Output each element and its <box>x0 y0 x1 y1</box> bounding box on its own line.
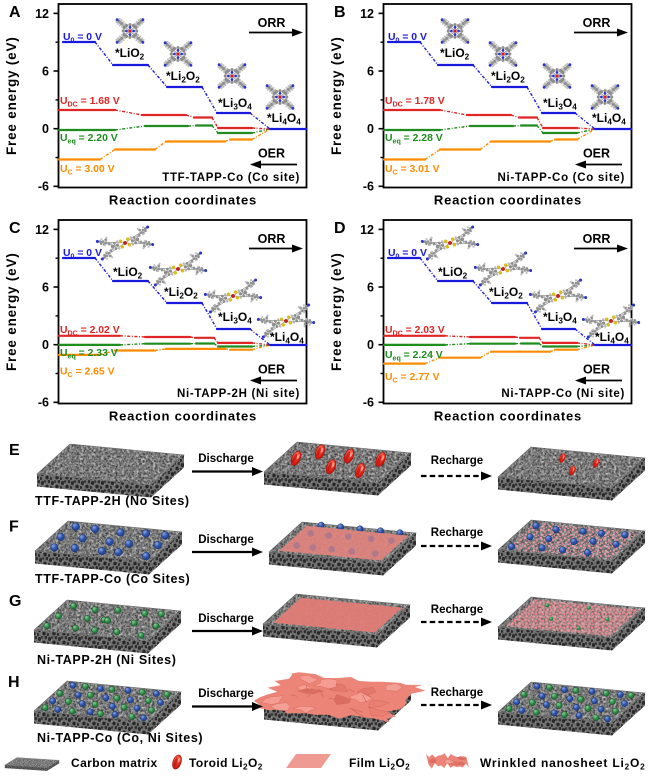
svg-text:Ni-TAPP-2H (Ni site): Ni-TAPP-2H (Ni site) <box>177 388 300 400</box>
svg-text:TTF-TAPP-2H (No Sites): TTF-TAPP-2H (No Sites) <box>35 494 190 508</box>
svg-text:-6: -6 <box>38 396 49 410</box>
svg-text:-6: -6 <box>363 180 374 194</box>
svg-text:Recharge: Recharge <box>431 687 483 699</box>
svg-text:Reaction coordinates: Reaction coordinates <box>109 409 257 424</box>
svg-text:12: 12 <box>35 223 49 237</box>
svg-text:OER: OER <box>583 147 610 161</box>
svg-text:Discharge: Discharge <box>198 613 254 625</box>
svg-text:Reaction coordinates: Reaction coordinates <box>109 193 257 208</box>
svg-text:B: B <box>334 4 346 21</box>
svg-text:TTF-TAPP-Co (Co site): TTF-TAPP-Co (Co site) <box>162 172 300 184</box>
svg-text:0: 0 <box>367 122 374 136</box>
svg-text:C: C <box>9 220 21 237</box>
svg-text:0: 0 <box>367 338 374 352</box>
svg-text:Free energy (eV): Free energy (eV) <box>4 252 19 371</box>
svg-text:Ni-TAPP-Co (Ni site): Ni-TAPP-Co (Ni site) <box>501 388 625 400</box>
svg-text:ORR: ORR <box>583 232 611 246</box>
svg-text:Discharge: Discharge <box>198 534 254 546</box>
svg-text:Toroid Li2​O2​: Toroid Li2​O2​ <box>189 756 263 772</box>
svg-text:Recharge: Recharge <box>431 455 483 467</box>
svg-text:6: 6 <box>42 64 49 78</box>
svg-text:A: A <box>9 4 21 21</box>
svg-text:ORR: ORR <box>258 16 286 30</box>
svg-text:0: 0 <box>42 122 49 136</box>
svg-text:U0​ = 0 V: U0​ = 0 V <box>63 248 102 260</box>
svg-text:-6: -6 <box>363 396 374 410</box>
svg-text:D: D <box>334 220 346 237</box>
svg-text:ORR: ORR <box>583 16 611 30</box>
svg-text:Recharge: Recharge <box>431 527 483 539</box>
svg-text:12: 12 <box>35 7 49 21</box>
svg-text:Carbon matrix: Carbon matrix <box>71 756 158 770</box>
svg-text:Ni-TAPP-Co (Co site): Ni-TAPP-Co (Co site) <box>497 172 625 184</box>
svg-text:E: E <box>9 442 20 459</box>
svg-text:Free energy (eV): Free energy (eV) <box>4 36 19 155</box>
svg-text:Discharge: Discharge <box>198 453 254 465</box>
svg-text:Free energy (eV): Free energy (eV) <box>329 36 344 155</box>
svg-text:6: 6 <box>367 280 374 294</box>
svg-text:F: F <box>9 519 19 536</box>
svg-text:OER: OER <box>258 147 285 161</box>
svg-text:Discharge: Discharge <box>198 688 254 700</box>
svg-text:Recharge: Recharge <box>431 604 483 616</box>
svg-text:TTF-TAPP-Co (Co Sites): TTF-TAPP-Co (Co Sites) <box>35 572 190 586</box>
svg-text:OER: OER <box>583 363 610 377</box>
svg-text:Ni-TAPP-2H (Ni Sites): Ni-TAPP-2H (Ni Sites) <box>37 653 176 667</box>
svg-text:6: 6 <box>42 280 49 294</box>
svg-text:Wrinkled nanosheet Li2​O2​: Wrinkled nanosheet Li2​O2​ <box>480 756 645 772</box>
svg-text:0: 0 <box>42 338 49 352</box>
svg-text:OER: OER <box>258 363 285 377</box>
svg-text:U0​ = 0 V: U0​ = 0 V <box>388 248 427 260</box>
svg-text:H: H <box>8 674 20 691</box>
svg-text:ORR: ORR <box>258 232 286 246</box>
svg-text:U0​ = 0 V: U0​ = 0 V <box>63 32 102 44</box>
svg-text:Reaction coordinates: Reaction coordinates <box>434 409 582 424</box>
svg-text:12: 12 <box>360 223 374 237</box>
svg-text:U0​ = 0 V: U0​ = 0 V <box>388 32 427 44</box>
svg-text:Free energy (eV): Free energy (eV) <box>329 252 344 371</box>
svg-text:-6: -6 <box>38 180 49 194</box>
svg-text:6: 6 <box>367 64 374 78</box>
svg-text:G: G <box>9 593 21 610</box>
svg-text:12: 12 <box>360 7 374 21</box>
svg-text:Film Li2​O2​: Film Li2​O2​ <box>349 756 410 772</box>
svg-text:Ni-TAPP-Co (Co, Ni Sites): Ni-TAPP-Co (Co, Ni Sites) <box>37 731 203 745</box>
svg-text:Reaction coordinates: Reaction coordinates <box>434 193 582 208</box>
